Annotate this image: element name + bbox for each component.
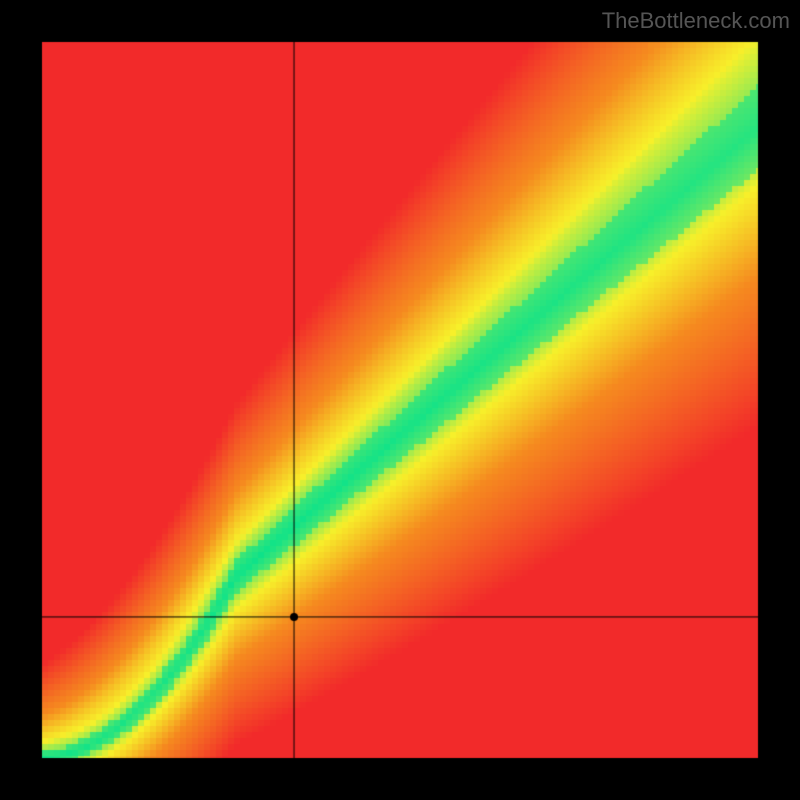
chart-stage: TheBottleneck.com bbox=[0, 0, 800, 800]
attribution-text: TheBottleneck.com bbox=[602, 8, 790, 34]
bottleneck-heatmap bbox=[0, 0, 800, 800]
